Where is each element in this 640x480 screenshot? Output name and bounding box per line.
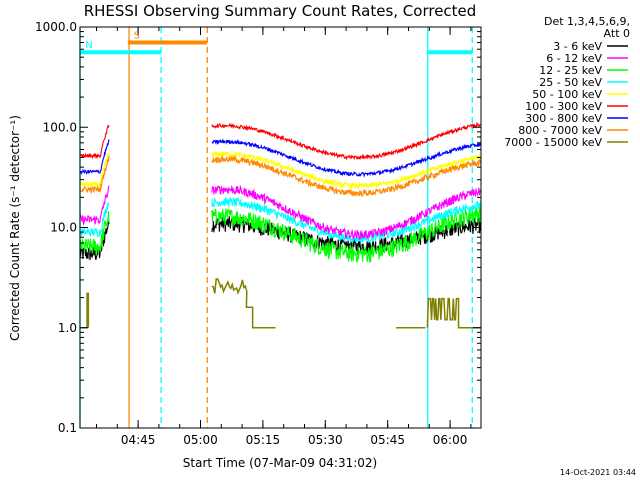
series-line [79,154,482,197]
y-tick-label: 1.0 [58,321,77,335]
x-tick-label: 06:00 [433,433,468,447]
timestamp: 14-Oct-2021 03:44 [560,468,636,477]
series-segment [211,150,482,191]
series-line [79,150,482,191]
series-segment [211,205,482,263]
legend-entry-label: 6 - 12 keV [546,52,602,65]
series-segment [79,156,110,194]
series-segment [211,138,482,178]
series-line [79,205,482,263]
series-segment [211,121,482,161]
y-axis: 1000.0 100.0 10.0 1.0 0.1 [35,20,481,435]
series-segment [211,195,482,244]
series-segment [211,184,482,241]
series-line [79,138,482,178]
series-segment [79,139,110,176]
series-segment [211,277,276,329]
x-tick-label: 04:45 [121,433,156,447]
x-tick-label: 05:00 [183,433,218,447]
series-line [80,277,481,329]
series-line [79,184,482,241]
legend-entry-label: 12 - 25 keV [539,64,602,77]
legend-entry-label: 25 - 50 keV [539,76,602,89]
y-tick-label: 10.0 [50,221,77,235]
chart-title: RHESSI Observing Summary Count Rates, Co… [84,2,477,20]
y-tick-label: 100.0 [43,120,77,134]
series-layer [79,121,482,329]
legend-entry-label: 100 - 300 keV [525,100,602,113]
series-segment [426,297,481,329]
x-tick-label: 05:45 [370,433,405,447]
series-line [79,121,482,161]
x-tick-label: 05:15 [246,433,281,447]
legend-entry-label: 50 - 100 keV [532,88,602,101]
series-segment [79,152,110,187]
legend-header: Det 1,3,4,5,6,9, [544,15,630,28]
flag-label: S [134,31,140,42]
y-tick-label: 1000.0 [35,20,77,34]
legend-entry-label: 800 - 7000 keV [518,124,602,137]
y-tick-label: 0.1 [58,421,77,435]
flag-bars: SN [80,31,473,55]
series-segment [79,124,110,160]
series-line [79,195,482,244]
x-tick-label: 05:30 [308,433,343,447]
series-segment [211,154,482,197]
x-axis: 04:45 05:00 05:15 05:30 05:45 06:00 [96,27,472,447]
legend-entry-label: 3 - 6 keV [553,40,602,53]
series-segment [79,185,110,226]
series-segment [79,202,110,238]
x-axis-label: Start Time (07-Mar-09 04:31:02) [183,456,377,470]
y-axis-label: Corrected Count Rate (s⁻¹ detector⁻¹) [8,115,22,341]
flag-label: N [85,40,92,51]
legend-header: Att 0 [604,27,630,40]
series-line [79,216,482,261]
legend-entry-label: 7000 - 15000 keV [504,136,602,149]
legend-entry-label: 300 - 800 keV [525,112,602,125]
series-segment [80,292,90,329]
series-segment [79,211,110,255]
